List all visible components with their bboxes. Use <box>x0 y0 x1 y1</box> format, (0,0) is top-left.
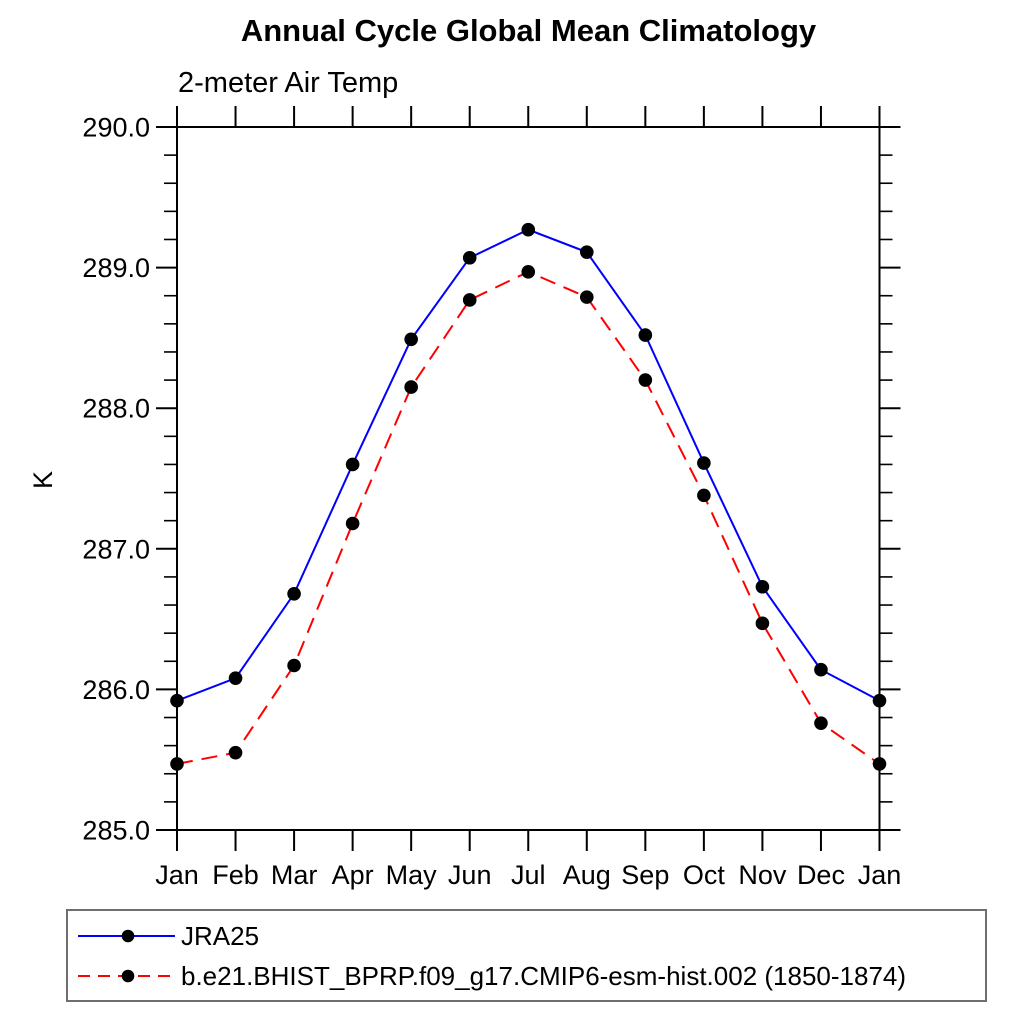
data-point-marker <box>170 757 184 771</box>
data-point-marker <box>170 693 184 708</box>
x-tick-label: Sep <box>621 860 669 890</box>
x-tick-label: Feb <box>212 860 259 890</box>
data-point-marker <box>638 373 653 387</box>
x-tick-label: Mar <box>271 860 318 890</box>
series-line-cesm <box>176 270 881 765</box>
data-point-marker <box>872 757 887 771</box>
data-point-marker <box>404 380 418 394</box>
chart-subtitle: 2-meter Air Temp <box>178 67 399 99</box>
data-point-marker <box>755 579 770 594</box>
legend: JRA25 b.e21.BHIST_BPRP.f09_g17.CMIP6-esm… <box>66 909 987 1002</box>
data-point-marker <box>462 293 477 307</box>
legend-label-jra25: JRA25 <box>181 920 260 951</box>
y-tick-label: 289.0 <box>82 253 150 283</box>
y-tick-label: 290.0 <box>82 113 150 143</box>
data-point-marker <box>345 516 360 531</box>
data-point-marker <box>872 693 887 708</box>
data-point-marker <box>814 662 828 677</box>
data-point-marker <box>287 586 301 601</box>
series-line-jra25 <box>176 228 880 702</box>
x-tick-label: Nov <box>738 860 787 890</box>
x-tick-label: Oct <box>683 860 726 890</box>
y-axis-label: K <box>28 471 58 489</box>
x-tick-label: Aug <box>563 860 611 890</box>
data-point-marker <box>755 616 770 631</box>
x-tick-label: Jun <box>448 860 492 890</box>
y-tick-label: 285.0 <box>82 816 150 846</box>
x-tick-label: Jan <box>155 860 199 890</box>
x-tick-label: Dec <box>797 860 845 890</box>
legend-marker-dot <box>121 929 135 943</box>
legend-line-sample-solid <box>78 929 175 943</box>
data-point-marker <box>697 488 711 503</box>
data-point-marker <box>228 745 243 760</box>
data-point-marker <box>638 328 653 342</box>
legend-line-sample-dashed <box>78 969 175 983</box>
data-point-marker <box>697 456 711 470</box>
x-tick-label: Apr <box>332 860 374 890</box>
x-tick-label: Jan <box>858 860 902 890</box>
data-point-marker <box>462 250 477 265</box>
data-point-marker <box>814 716 828 730</box>
data-point-marker <box>579 245 594 259</box>
x-tick-label: May <box>386 860 438 890</box>
y-tick-label: 286.0 <box>82 675 150 705</box>
legend-item-cesm: b.e21.BHIST_BPRP.f09_g17.CMIP6-esm-hist.… <box>78 956 985 996</box>
plot-area: 285.0 286.0 287.0 288.0 289.0 290.0 Jan Feb Mar A… <box>28 106 902 890</box>
data-point-marker <box>228 671 243 685</box>
y-tick-label: 287.0 <box>82 534 150 564</box>
data-point-marker <box>404 332 418 347</box>
y-tick-label: 288.0 <box>82 394 150 424</box>
data-point-marker <box>579 290 594 304</box>
data-point-marker <box>521 222 536 237</box>
legend-item-jra25: JRA25 <box>78 916 985 956</box>
legend-label-cesm: b.e21.BHIST_BPRP.f09_g17.CMIP6-esm-hist.… <box>181 960 907 991</box>
data-point-marker <box>521 265 536 279</box>
data-point-marker <box>287 658 301 673</box>
legend-marker-dot <box>121 969 135 983</box>
x-tick-label: Jul <box>511 860 546 890</box>
page-title: Annual Cycle Global Mean Climatology <box>240 13 817 48</box>
data-point-marker <box>345 457 360 472</box>
